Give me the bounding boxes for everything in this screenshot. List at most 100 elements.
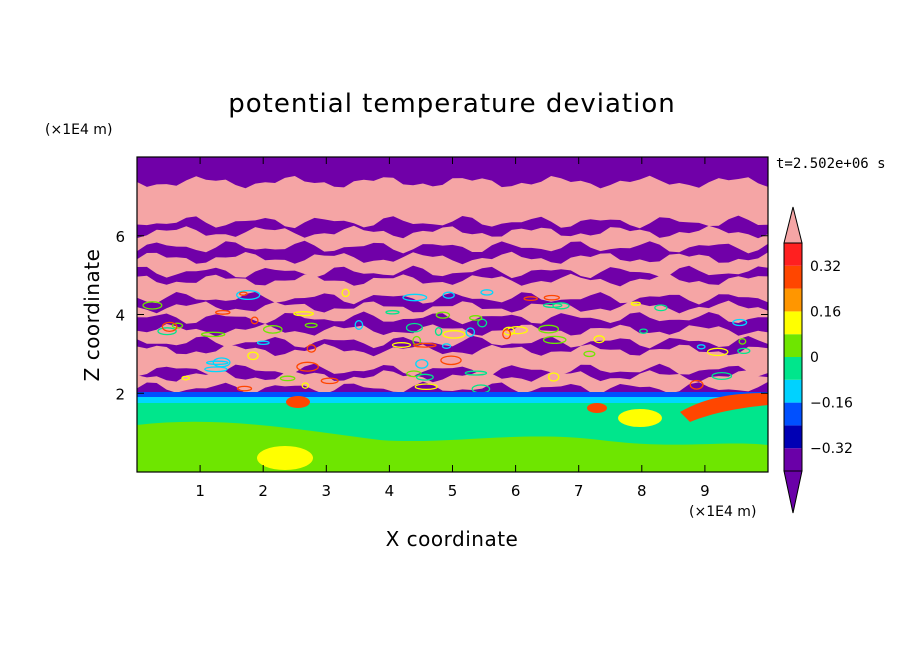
colorbar-tick-label: 0.16 [810, 304, 841, 320]
eddy [696, 344, 706, 350]
eddy [157, 327, 177, 336]
eddy [552, 302, 570, 310]
eddy [239, 291, 248, 296]
eddy [236, 289, 261, 301]
eddy [212, 357, 231, 368]
eddy [464, 370, 488, 376]
x-unit-label: (×1E4 m) [689, 504, 756, 520]
eddy [538, 324, 560, 334]
eddy [547, 372, 560, 382]
pink-band [137, 323, 768, 349]
eddy [630, 301, 641, 306]
yellow-blob [257, 446, 313, 470]
x-tick-label: 9 [700, 482, 710, 500]
pink-band [137, 343, 768, 377]
colorbar-segment [784, 379, 802, 403]
eddy [171, 322, 184, 329]
eddy [301, 382, 310, 389]
eddy [639, 328, 648, 334]
eddy [441, 343, 452, 349]
eddy [442, 291, 455, 299]
eddy [161, 321, 178, 333]
eddy [402, 293, 428, 302]
eddy [250, 316, 259, 325]
eddy [689, 379, 704, 390]
time-label: t=2.502e+06 s [776, 156, 886, 172]
eddy [391, 342, 412, 348]
eddy [306, 344, 317, 353]
eddy [468, 315, 483, 321]
colorbar-tick-label: −0.32 [810, 441, 853, 457]
colorbar-tick-label: −0.16 [810, 396, 853, 412]
pink-band [137, 369, 768, 395]
colorbar-under-triangle [783, 470, 803, 514]
pink-band [137, 251, 768, 279]
colorbar: 0.32 0.16 0 −0.16 −0.32 [783, 206, 853, 514]
colorbar-tick-label: 0 [810, 350, 819, 366]
chart-title: potential temperature deviation [228, 89, 675, 119]
eddy [502, 328, 512, 340]
eddy [341, 288, 350, 298]
eddy [542, 302, 563, 309]
x-tick-label: 8 [637, 482, 647, 500]
turbulent-eddies [142, 288, 751, 394]
eddy [435, 311, 451, 319]
pink-band [137, 175, 768, 229]
eddy [711, 371, 733, 381]
y-tick-label: 4 [115, 307, 125, 325]
colorbar-segment [784, 425, 802, 449]
warm-eddy [587, 403, 607, 413]
eddy [412, 335, 422, 346]
eddy [415, 358, 429, 369]
eddy [304, 322, 318, 328]
y-axis: 2 4 6 [115, 228, 768, 403]
eddy [236, 385, 253, 392]
yellow-blob [618, 409, 662, 427]
eddy [200, 331, 226, 338]
eddy [205, 360, 229, 366]
eddy [593, 335, 605, 344]
y-tick-label: 2 [115, 385, 125, 403]
eddy [181, 375, 191, 381]
lower-layer-blobs [137, 393, 768, 472]
eddy [262, 325, 283, 334]
eddy [256, 340, 270, 346]
eddy [465, 327, 476, 338]
x-tick-label: 1 [195, 482, 205, 500]
x-tick-label: 6 [511, 482, 521, 500]
pink-band [137, 300, 768, 325]
y-unit-label: (×1E4 m) [45, 122, 112, 138]
eddy [385, 310, 400, 315]
eddy [543, 294, 560, 301]
eddy [247, 351, 259, 361]
x-tick-label: 2 [258, 482, 268, 500]
eddy [442, 330, 466, 339]
eddy [583, 350, 596, 358]
eddy [279, 375, 296, 382]
y-axis-label: Z coordinate [80, 249, 104, 382]
warm-eddy [286, 396, 310, 408]
colorbar-segment [784, 357, 802, 380]
eddy [354, 320, 364, 330]
colorbar-frame [783, 242, 803, 472]
eddy [296, 361, 319, 372]
plot-area [137, 157, 768, 472]
x-tick-label: 5 [448, 482, 458, 500]
eddy [405, 322, 423, 333]
eddy [414, 383, 438, 391]
boundary-layer-blue [137, 392, 768, 397]
eddy [480, 289, 494, 296]
eddy [320, 377, 339, 385]
eddy [415, 373, 434, 381]
colorbar-tick-label: 0.32 [810, 259, 841, 275]
eddy [413, 342, 437, 348]
eddy [440, 355, 462, 366]
colorbar-segment [784, 402, 802, 426]
eddy [706, 347, 729, 357]
colorbar-segment [784, 334, 802, 357]
pink-band [137, 273, 768, 305]
colorbar-segment [784, 243, 802, 266]
eddy [477, 318, 488, 328]
eddy [737, 347, 751, 355]
